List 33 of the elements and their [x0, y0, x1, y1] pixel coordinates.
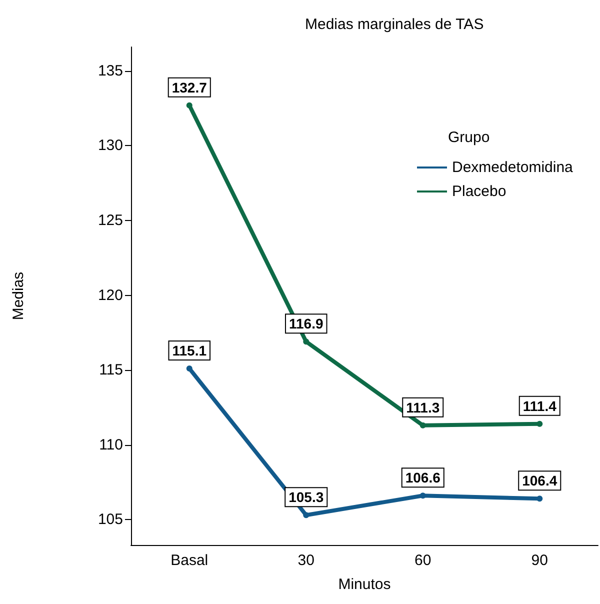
legend-title: Grupo — [448, 129, 490, 146]
x-tick-label: Basal — [170, 552, 208, 569]
y-tick-label: 110 — [99, 436, 123, 454]
y-tick-label: 125 — [98, 212, 123, 229]
legend-label: Dexmedetomidina — [452, 159, 574, 176]
data-label: 105.3 — [288, 489, 324, 506]
data-label: 111.3 — [406, 399, 440, 416]
data-label: 106.6 — [405, 470, 441, 486]
point — [303, 338, 310, 345]
y-tick-label: 115 — [99, 362, 123, 379]
point — [536, 496, 543, 502]
y-tick-label: 130 — [98, 137, 123, 154]
x-tick-label: 60 — [414, 552, 432, 569]
legend-label: Placebo — [452, 183, 506, 200]
point — [420, 422, 426, 428]
point — [420, 492, 426, 499]
chart-title: Medias marginales de TAS — [305, 16, 484, 33]
point — [303, 512, 310, 518]
point — [536, 420, 543, 427]
x-tick-label: 90 — [531, 552, 548, 569]
x-tick-label: 30 — [298, 552, 314, 569]
data-label: 106.4 — [522, 472, 558, 489]
point — [186, 366, 192, 372]
data-label: 111.4 — [522, 398, 557, 414]
x-axis-title: Minutos — [338, 576, 391, 593]
data-label: 115.1 — [172, 342, 207, 359]
y-axis-title: Medias — [10, 272, 27, 320]
y-tick-label: 105 — [98, 511, 123, 528]
point — [186, 102, 192, 108]
data-label: 116.9 — [288, 316, 324, 332]
data-label: 132.7 — [172, 79, 208, 96]
y-tick-label: 135 — [98, 62, 123, 80]
y-tick-label: 120 — [98, 286, 123, 304]
